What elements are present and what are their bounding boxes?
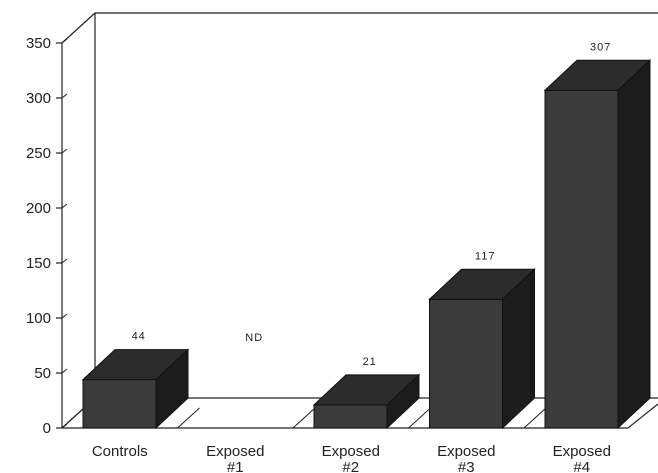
y-tick-label: 100 bbox=[26, 310, 51, 327]
y-tick-depth bbox=[61, 38, 68, 44]
back-wall-top-edge bbox=[61, 12, 658, 44]
x-tick-label-line: #4 bbox=[573, 459, 590, 473]
x-tick-label: Exposed #3 bbox=[437, 443, 495, 473]
x-tick-label: Exposed #2 bbox=[322, 443, 380, 473]
y-axis: 0 50 100 150 200 250 300 350 bbox=[26, 35, 68, 437]
data-label: 44 bbox=[132, 331, 146, 343]
bar bbox=[82, 379, 157, 429]
bar bbox=[544, 89, 619, 429]
bar-group: 21 bbox=[312, 356, 421, 430]
y-tick-depth bbox=[61, 93, 68, 99]
x-tick-label: Controls bbox=[92, 443, 148, 460]
x-tick-label-line: Exposed bbox=[322, 443, 380, 460]
x-tick-label-line: Exposed bbox=[437, 443, 495, 460]
x-tick-label-line: Controls bbox=[92, 443, 148, 460]
data-label: ND bbox=[245, 332, 263, 344]
y-tick-depth bbox=[61, 258, 68, 264]
y-tick-label: 300 bbox=[26, 90, 51, 107]
y-tick-label: 350 bbox=[26, 35, 51, 52]
bar bbox=[313, 404, 388, 429]
bar-group: ND bbox=[245, 332, 263, 344]
x-floor-divider bbox=[408, 407, 431, 429]
x-tick-label: Exposed #1 bbox=[206, 443, 264, 473]
bar-group: 44 bbox=[81, 331, 190, 430]
x-floor-divider bbox=[523, 407, 547, 429]
x-floor-divider bbox=[177, 407, 200, 429]
y-tick-depth bbox=[61, 313, 68, 319]
x-tick-label-line: #3 bbox=[458, 459, 475, 473]
bar-side-face bbox=[386, 373, 420, 430]
y-tick-label: 250 bbox=[26, 145, 51, 162]
y-tick-depth bbox=[61, 148, 68, 154]
data-label: 117 bbox=[475, 250, 496, 262]
data-label: 307 bbox=[590, 41, 611, 53]
y-tick-label: 150 bbox=[26, 255, 51, 272]
y-tick-depth bbox=[61, 368, 68, 374]
x-tick-label-line: Exposed bbox=[553, 443, 611, 460]
x-tick-label-line: #2 bbox=[342, 459, 359, 473]
y-tick-label: 0 bbox=[43, 420, 51, 437]
x-floor-divider bbox=[61, 407, 85, 429]
x-tick-label-line: #1 bbox=[227, 459, 244, 473]
y-tick-label: 50 bbox=[34, 365, 51, 382]
x-tick-label-line: Exposed bbox=[206, 443, 264, 460]
bar-side-face bbox=[502, 268, 535, 430]
bar-group: 307 bbox=[543, 41, 652, 430]
bar-side-face bbox=[155, 348, 189, 430]
bar-group: 117 bbox=[428, 250, 536, 430]
bar-side-face bbox=[617, 59, 651, 430]
y-tick-depth bbox=[61, 203, 68, 209]
bar bbox=[429, 298, 503, 429]
y-tick-label: 200 bbox=[26, 200, 51, 217]
bars: 44 ND 21 117 307 bbox=[81, 41, 652, 430]
data-label: 21 bbox=[363, 356, 377, 368]
x-tick-label: Exposed #4 bbox=[553, 443, 611, 473]
floor-right-edge bbox=[627, 403, 658, 429]
x-floor-divider bbox=[292, 407, 316, 429]
